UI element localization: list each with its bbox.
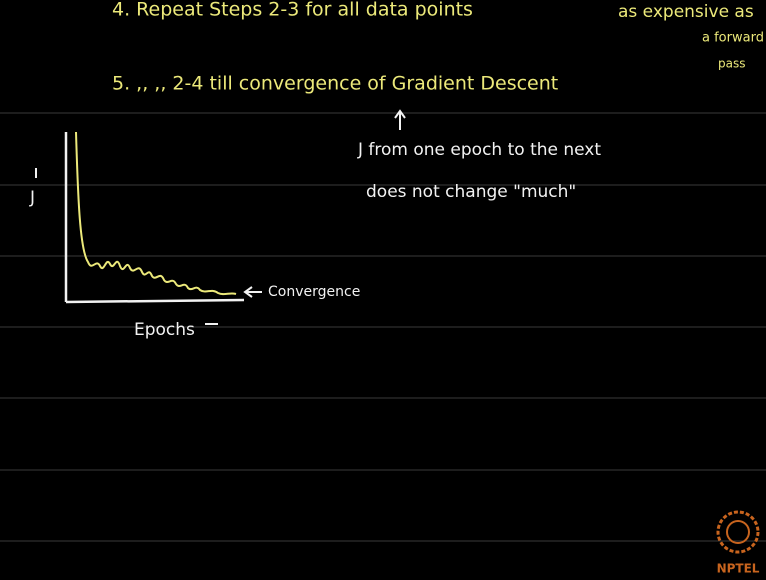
step-5: 5. ,, ,, 2-4 till convergence of Gradien… xyxy=(112,73,558,95)
step-4: 4. Repeat Steps 2-3 for all data points xyxy=(112,0,473,21)
remark-line: J from one epoch to the next xyxy=(357,140,601,160)
remark-line: does not change "much" xyxy=(366,182,576,202)
logo-text: NPTEL xyxy=(717,562,760,576)
page: {"notes": { "step4": "4. Repeat Steps 2-… xyxy=(0,0,766,580)
side-note-line: pass xyxy=(718,57,745,71)
annotation: Convergence xyxy=(268,284,360,300)
side-note-line: a forward xyxy=(702,31,764,46)
lecture-board: 4. Repeat Steps 2-3 for all data points … xyxy=(0,0,766,580)
x-axis-label: Epochs xyxy=(134,320,195,340)
side-note-line: as expensive as xyxy=(618,2,754,22)
y-axis-label: J xyxy=(29,188,35,208)
